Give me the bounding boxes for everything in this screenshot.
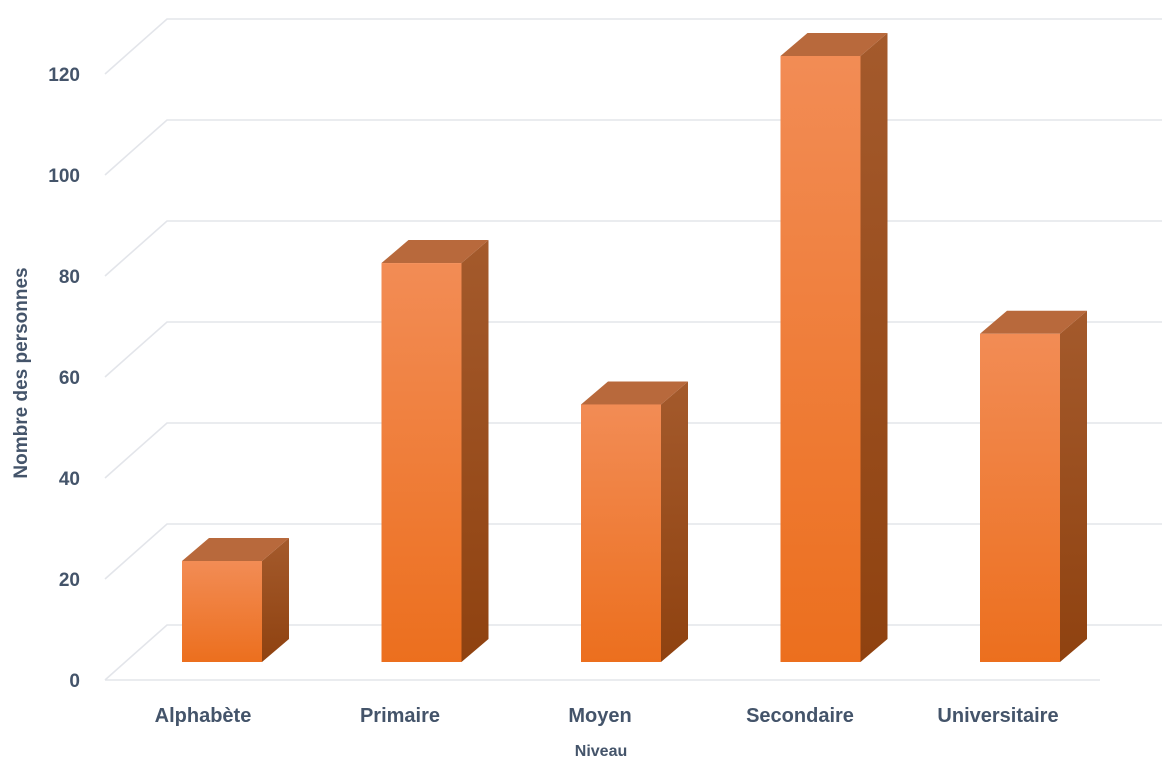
x-tick-label: Universitaire (937, 705, 1058, 727)
y-tick-label: 80 (59, 267, 80, 288)
y-tick-label: 0 (69, 671, 80, 692)
bar-front-face (182, 561, 262, 662)
y-tick-label: 20 (59, 570, 80, 591)
bar-front-face (980, 333, 1060, 662)
gridlines (104, 18, 1162, 681)
x-axis-title: Niveau (575, 743, 627, 760)
bar (581, 381, 688, 662)
y-tick-label: 40 (59, 469, 80, 490)
y-tick-label: 60 (59, 368, 80, 389)
x-tick-label: Primaire (360, 705, 440, 727)
bar-top-face (381, 240, 489, 264)
bar-side-face (661, 381, 688, 662)
bar-front-face (581, 404, 661, 662)
y-tick-label: 120 (48, 65, 80, 86)
y-tick-label: 100 (48, 166, 80, 187)
bar-top-face (581, 381, 688, 405)
y-axis-ticks: 0 20 40 60 80 100 120 (48, 65, 80, 692)
x-tick-label: Secondaire (746, 705, 854, 727)
bar (381, 240, 489, 663)
x-tick-label: Alphabète (155, 705, 252, 727)
bar-top-face (980, 310, 1087, 334)
bar (780, 33, 888, 662)
bar-side-face (262, 538, 289, 662)
bar-side-face (860, 33, 888, 662)
bar-top-face (780, 33, 888, 56)
bars (182, 33, 1087, 663)
x-axis-categories: Alphabète Primaire Moyen Secondaire Universi… (155, 705, 1059, 727)
gridline (104, 220, 1162, 277)
bar-front-face (381, 263, 462, 662)
bar (182, 538, 289, 662)
y-axis-title: Nombre des personnes (11, 267, 32, 478)
bar-top-face (182, 538, 289, 561)
bar-side-face (1060, 310, 1087, 662)
gridline (104, 18, 1162, 75)
bar (980, 310, 1087, 662)
bar-front-face (780, 56, 861, 662)
x-tick-label: Moyen (568, 705, 631, 727)
gridline (104, 119, 1162, 176)
bar-side-face (461, 240, 489, 663)
